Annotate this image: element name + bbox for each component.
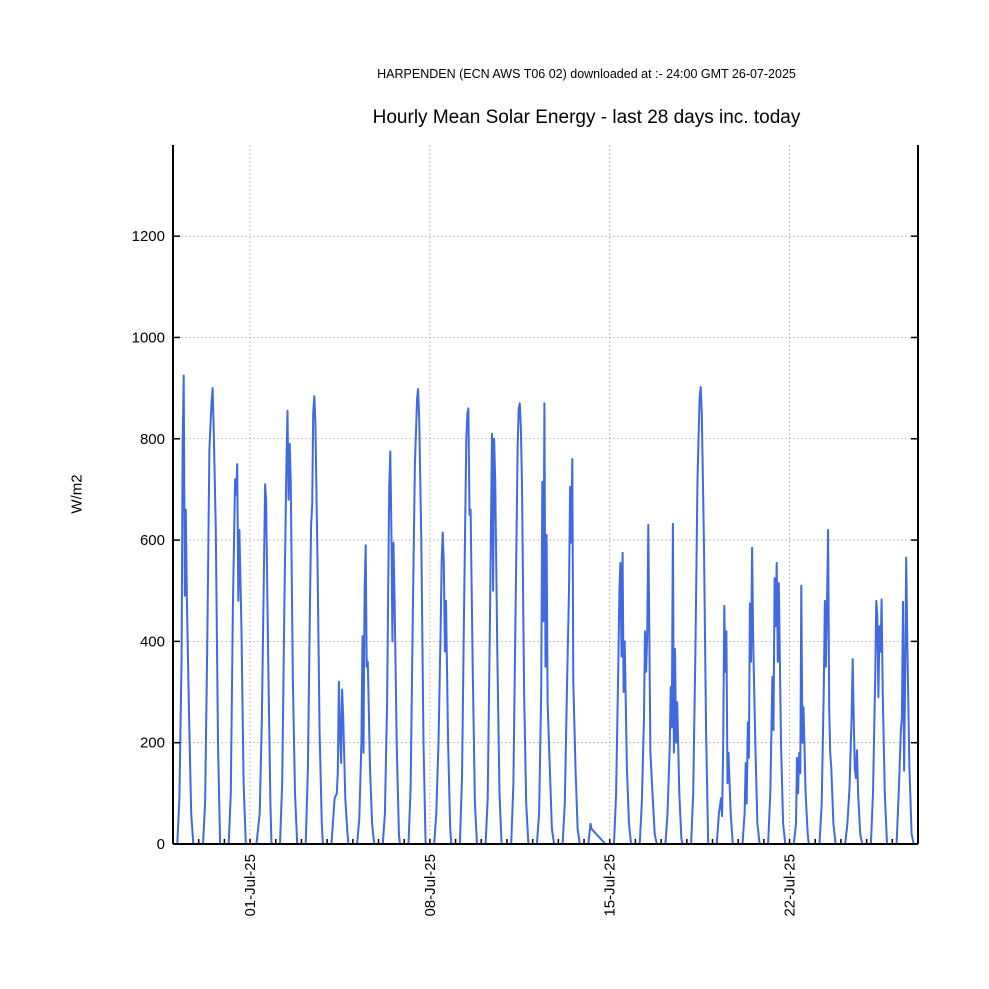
x-tick-label: 01-Jul-25 (242, 854, 259, 917)
chart-subtitle: HARPENDEN (ECN AWS T06 02) downloaded at… (377, 67, 796, 81)
y-tick-label: 1000 (132, 329, 165, 346)
y-tick-label: 400 (140, 633, 165, 650)
x-tick-label: 15-Jul-25 (602, 854, 619, 917)
y-tick-label: 200 (140, 735, 165, 752)
series-group (176, 374, 915, 845)
series-line (176, 374, 915, 845)
axes-frame (172, 145, 919, 845)
x-tick-label: 22-Jul-25 (782, 854, 799, 917)
tick-labels: 0 200 400 600 800 1000 1200 01-Jul-25 08-Jul-25 1… (132, 228, 799, 916)
grid-lines (173, 145, 918, 844)
x-tick-label: 08-Jul-25 (422, 854, 439, 917)
y-tick-label: 0 (157, 836, 165, 853)
chart-title: Hourly Mean Solar Energy - last 28 days … (372, 107, 801, 128)
y-tick-label: 800 (140, 431, 165, 448)
y-tick-label: 600 (140, 532, 165, 549)
y-tick-label: 1200 (132, 228, 165, 245)
